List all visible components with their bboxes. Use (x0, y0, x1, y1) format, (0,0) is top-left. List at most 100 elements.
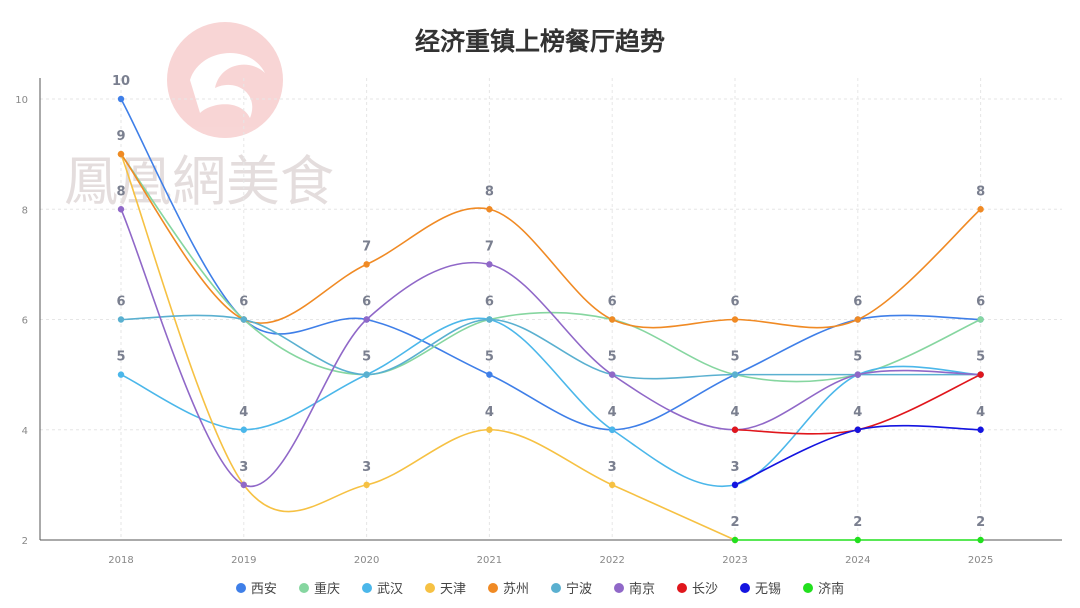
series-line-重庆 (120, 153, 981, 383)
legend-label: 无锡 (755, 582, 782, 597)
legend-item[interactable]: 南京 (614, 578, 655, 597)
value-label: 2 (853, 515, 862, 530)
y-tick-label: 2 (22, 536, 28, 547)
data-point-宁波 (363, 371, 370, 378)
data-point-南京 (240, 481, 247, 489)
legend-label: 苏州 (502, 582, 529, 597)
legend-item[interactable]: 长沙 (677, 578, 718, 597)
legend-dot-icon (614, 582, 625, 593)
data-point-南京 (363, 316, 370, 323)
value-labels: 10 9 8 6 5 6 4 3 7 6 5 3 8 7 6 5 4 6 5 4 3 6 5 4 3 2 6 5 4 2 8 6 5 4 2 (112, 74, 985, 530)
legend-dot-icon (803, 582, 814, 593)
y-tick-label: 6 (22, 316, 28, 327)
y-tick-label: 10 (15, 95, 28, 106)
value-label: 6 (730, 295, 739, 310)
value-label: 5 (362, 350, 371, 365)
data-point-天津 (363, 481, 370, 489)
axes: 2 4 6 8 10 2018 2019 2020 2021 2022 2023 2024 2025 (15, 78, 1062, 566)
value-label: 4 (976, 405, 985, 420)
legend-dot-icon (361, 582, 372, 593)
x-tick-label: 2022 (599, 555, 624, 566)
series-line-宁波 (120, 314, 981, 380)
data-point-苏州 (363, 261, 370, 268)
legend-dot-icon (487, 582, 498, 593)
value-label: 4 (730, 405, 739, 420)
data-point-武汉 (117, 371, 125, 378)
data-point-苏州 (609, 316, 616, 323)
value-label: 4 (608, 405, 617, 420)
data-point-南京 (117, 206, 125, 213)
value-label: 3 (239, 460, 248, 475)
series-line-南京 (120, 208, 981, 488)
value-label: 3 (362, 460, 371, 475)
y-tick-label: 4 (22, 426, 28, 437)
series-line-武汉 (120, 317, 981, 488)
series-line-西安 (120, 98, 981, 431)
legend-item[interactable]: 济南 (803, 578, 844, 597)
x-tick-label: 2020 (354, 555, 379, 566)
legend-label: 宁波 (566, 582, 593, 597)
value-label: 9 (116, 129, 125, 144)
legend: 西安 重庆 武汉 天津 苏州 宁波 南京 长沙 无锡 济南 (0, 578, 1080, 597)
value-label: 5 (485, 350, 494, 365)
data-point-重庆 (977, 316, 984, 323)
value-label: 5 (853, 350, 862, 365)
data-point-长沙 (977, 371, 984, 378)
value-label: 6 (362, 295, 371, 310)
value-label: 3 (730, 460, 739, 475)
data-point-天津 (609, 481, 616, 489)
x-tick-label: 2023 (722, 555, 747, 566)
data-point-宁波 (731, 371, 739, 378)
data-point-西安 (486, 371, 493, 378)
value-label: 4 (485, 405, 494, 420)
data-point-无锡 (731, 481, 739, 489)
data-point-苏州 (731, 316, 739, 323)
legend-dot-icon (740, 582, 751, 593)
legend-dot-icon (424, 582, 435, 593)
y-tick-label: 8 (22, 205, 28, 216)
value-label: 8 (485, 184, 494, 199)
legend-item[interactable]: 天津 (424, 578, 466, 597)
data-point-宁波 (240, 316, 247, 323)
legend-dot-icon (551, 582, 561, 593)
value-label: 4 (239, 405, 248, 420)
value-label: 7 (485, 239, 494, 254)
data-point-苏州 (977, 206, 984, 213)
data-point-南京 (609, 371, 616, 378)
data-point-济南 (854, 536, 861, 544)
value-label: 6 (485, 295, 494, 310)
value-label: 8 (976, 184, 985, 199)
legend-item[interactable]: 西安 (235, 578, 277, 597)
legend-item[interactable]: 武汉 (361, 578, 403, 597)
data-point-宁波 (117, 316, 125, 323)
legend-item[interactable]: 宁波 (551, 578, 592, 597)
value-label: 6 (116, 295, 125, 310)
legend-label: 西安 (250, 582, 277, 597)
chart-title: 经济重镇上榜餐厅趋势 (414, 27, 665, 56)
legend-label: 天津 (439, 582, 466, 597)
data-point-武汉 (609, 426, 616, 433)
value-label: 5 (608, 350, 617, 365)
series-line-苏州 (120, 153, 982, 329)
data-point-宁波 (486, 316, 493, 323)
legend-item[interactable]: 苏州 (487, 578, 529, 597)
legend-dot-icon (298, 582, 309, 593)
value-label: 7 (362, 239, 371, 254)
legend-item[interactable]: 重庆 (298, 578, 340, 597)
legend-label: 武汉 (376, 582, 403, 597)
value-label: 6 (976, 295, 985, 310)
legend-item[interactable]: 无锡 (740, 578, 781, 597)
x-tick-label: 2019 (231, 555, 256, 566)
legend-dot-icon (677, 582, 688, 593)
legend-label: 长沙 (692, 582, 719, 597)
value-label: 5 (976, 350, 985, 365)
value-label: 10 (112, 74, 130, 89)
legend-label: 重庆 (313, 582, 340, 597)
grid (40, 78, 1062, 540)
data-point-济南 (977, 536, 984, 544)
legend-dot-icon (235, 582, 246, 593)
x-tick-label: 2025 (968, 555, 993, 566)
x-tick-label: 2024 (845, 555, 870, 566)
data-point-长沙 (731, 426, 739, 433)
value-label: 6 (239, 295, 248, 310)
